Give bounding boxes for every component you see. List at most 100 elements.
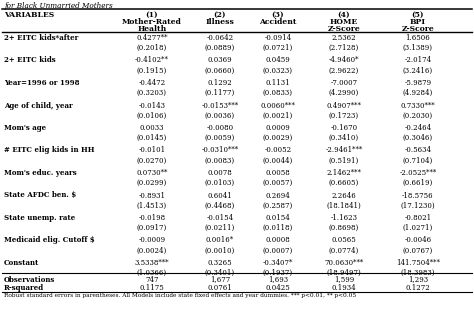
Text: (0.0007): (0.0007) — [263, 247, 293, 255]
Text: Robust standard errors in parentheses. All Models include state fixed effects an: Robust standard errors in parentheses. A… — [4, 293, 356, 298]
Text: -0.0914: -0.0914 — [264, 34, 292, 42]
Text: -0.0101: -0.0101 — [138, 147, 165, 155]
Text: -2.9461***: -2.9461*** — [325, 147, 363, 155]
Text: -7.0007: -7.0007 — [330, 79, 357, 87]
Text: (2.7128): (2.7128) — [329, 44, 359, 52]
Text: (0.0103): (0.0103) — [205, 179, 235, 187]
Text: -4.9460*: -4.9460* — [329, 57, 359, 65]
Text: (0.0059): (0.0059) — [205, 134, 235, 142]
Text: -0.8021: -0.8021 — [404, 214, 431, 222]
Text: 2.1462***: 2.1462*** — [327, 169, 362, 177]
Text: (0.0660): (0.0660) — [205, 67, 235, 74]
Text: (0.0145): (0.0145) — [137, 134, 167, 142]
Text: (0.0044): (0.0044) — [263, 157, 293, 165]
Text: -0.0154: -0.0154 — [207, 214, 234, 222]
Text: (0.6619): (0.6619) — [403, 179, 433, 187]
Text: -5.9879: -5.9879 — [404, 79, 431, 87]
Text: (0.0021): (0.0021) — [263, 112, 293, 119]
Text: -1.1623: -1.1623 — [330, 214, 357, 222]
Text: 2.2646: 2.2646 — [332, 192, 356, 200]
Text: -18.5756: -18.5756 — [402, 192, 434, 200]
Text: -0.4102**: -0.4102** — [135, 57, 169, 65]
Text: State unemp. rate: State unemp. rate — [4, 214, 75, 222]
Text: (3): (3) — [272, 11, 284, 19]
Text: 0.1934: 0.1934 — [332, 285, 356, 293]
Text: (0.0106): (0.0106) — [137, 112, 167, 119]
Text: 0.2694: 0.2694 — [265, 192, 291, 200]
Text: (0.3203): (0.3203) — [137, 89, 167, 97]
Text: Mom's age: Mom's age — [4, 124, 46, 132]
Text: VARIABLES: VARIABLES — [4, 11, 54, 19]
Text: 0.0033: 0.0033 — [140, 124, 164, 132]
Text: (0.0767): (0.0767) — [403, 247, 433, 255]
Text: HOME: HOME — [330, 18, 358, 26]
Text: 0.0565: 0.0565 — [332, 237, 356, 245]
Text: 0.1292: 0.1292 — [208, 79, 232, 87]
Text: 0.0730**: 0.0730** — [137, 169, 168, 177]
Text: (1): (1) — [146, 11, 158, 19]
Text: 2+ EITC kids: 2+ EITC kids — [4, 57, 55, 65]
Text: 0.1131: 0.1131 — [266, 79, 290, 87]
Text: 0.0008: 0.0008 — [265, 237, 291, 245]
Text: 2.5362: 2.5362 — [332, 34, 356, 42]
Text: -2.0525***: -2.0525*** — [400, 169, 437, 177]
Text: (4): (4) — [337, 11, 350, 19]
Text: (0.6605): (0.6605) — [329, 179, 359, 187]
Text: (0.0083): (0.0083) — [205, 157, 235, 165]
Text: 0.0459: 0.0459 — [265, 57, 291, 65]
Text: (1.0271): (1.0271) — [403, 224, 433, 232]
Text: (0.2018): (0.2018) — [137, 44, 167, 52]
Text: (0.0118): (0.0118) — [263, 224, 293, 232]
Text: (0.2030): (0.2030) — [403, 112, 433, 119]
Text: # EITC elig kids in HH: # EITC elig kids in HH — [4, 147, 94, 155]
Text: -0.1670: -0.1670 — [330, 124, 357, 132]
Text: (3.1389): (3.1389) — [403, 44, 433, 52]
Text: (18.9497): (18.9497) — [327, 269, 361, 277]
Text: (0.0270): (0.0270) — [137, 157, 167, 165]
Text: Medicaid elig. Cutoff $: Medicaid elig. Cutoff $ — [4, 237, 95, 245]
Text: 1,677: 1,677 — [210, 275, 230, 283]
Text: -0.0198: -0.0198 — [138, 214, 165, 222]
Text: (0.0036): (0.0036) — [205, 112, 235, 119]
Text: 1,293: 1,293 — [408, 275, 428, 283]
Text: Health: Health — [137, 25, 167, 33]
Text: -0.2464: -0.2464 — [404, 124, 431, 132]
Text: 0.0058: 0.0058 — [265, 169, 291, 177]
Text: (0.1915): (0.1915) — [137, 67, 167, 74]
Text: (0.1937): (0.1937) — [263, 269, 293, 277]
Text: (0.7104): (0.7104) — [403, 157, 433, 165]
Text: 0.4907***: 0.4907*** — [327, 102, 362, 110]
Text: 1.6506: 1.6506 — [406, 34, 430, 42]
Text: (0.0211): (0.0211) — [205, 224, 235, 232]
Text: -0.0143: -0.0143 — [138, 102, 165, 110]
Text: (18.3983): (18.3983) — [401, 269, 435, 277]
Text: (0.5191): (0.5191) — [329, 157, 359, 165]
Text: (0.0299): (0.0299) — [137, 179, 167, 187]
Text: (4.9284): (4.9284) — [403, 89, 433, 97]
Text: (18.1841): (18.1841) — [327, 202, 361, 210]
Text: 0.0060***: 0.0060*** — [261, 102, 295, 110]
Text: Constant: Constant — [4, 259, 39, 267]
Text: State AFDC ben. $: State AFDC ben. $ — [4, 192, 76, 200]
Text: for Black Unmarried Mothers: for Black Unmarried Mothers — [4, 2, 113, 10]
Text: (0.1723): (0.1723) — [329, 112, 359, 119]
Text: (0.0833): (0.0833) — [263, 89, 293, 97]
Text: (17.1230): (17.1230) — [401, 202, 435, 210]
Text: (0.3046): (0.3046) — [403, 134, 433, 142]
Text: -0.0046: -0.0046 — [404, 237, 431, 245]
Text: 0.1272: 0.1272 — [406, 285, 430, 293]
Text: -0.0009: -0.0009 — [138, 237, 165, 245]
Text: (0.0917): (0.0917) — [137, 224, 167, 232]
Text: Z-Score: Z-Score — [401, 25, 434, 33]
Text: (2.9622): (2.9622) — [329, 67, 359, 74]
Text: (0.4468): (0.4468) — [205, 202, 235, 210]
Text: -0.3407*: -0.3407* — [263, 259, 293, 267]
Text: (0.0774): (0.0774) — [329, 247, 359, 255]
Text: 70.0630***: 70.0630*** — [324, 259, 364, 267]
Text: -0.0642: -0.0642 — [207, 34, 234, 42]
Text: Observations: Observations — [4, 275, 55, 283]
Text: 0.4277**: 0.4277** — [136, 34, 168, 42]
Text: (0.3401): (0.3401) — [205, 269, 235, 277]
Text: -0.8931: -0.8931 — [138, 192, 165, 200]
Text: -0.0153***: -0.0153*** — [201, 102, 238, 110]
